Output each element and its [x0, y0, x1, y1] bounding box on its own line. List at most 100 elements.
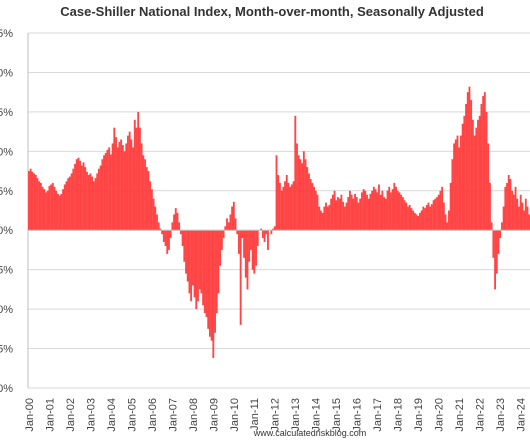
bar: [215, 230, 218, 314]
bar: [454, 139, 457, 231]
bar: [518, 206, 520, 231]
bar: [512, 194, 515, 231]
bar: [369, 193, 372, 231]
bar: [477, 119, 479, 231]
bar: [53, 186, 56, 231]
bar: [342, 201, 345, 231]
bar: [287, 182, 290, 231]
bar: [106, 149, 109, 231]
bar: [197, 230, 199, 302]
bar: [519, 194, 522, 231]
bar: [301, 163, 304, 231]
x-tick-label: Jan-09: [208, 398, 220, 432]
bar: [128, 131, 131, 231]
bar: [466, 92, 469, 231]
bar: [77, 157, 80, 231]
bar: [147, 171, 150, 231]
bar: [311, 182, 314, 231]
bar: [439, 190, 442, 231]
bar: [482, 96, 485, 231]
bar: [383, 197, 386, 231]
bar: [436, 197, 438, 231]
bar: [424, 208, 426, 231]
bar: [487, 143, 490, 231]
x-tick-label: Jan-08: [188, 398, 200, 432]
bar: [275, 155, 278, 231]
bar: [75, 159, 78, 231]
bar: [524, 198, 527, 231]
bar: [60, 193, 63, 231]
bar: [400, 194, 403, 231]
bar: [277, 175, 280, 231]
bar: [123, 151, 126, 231]
bar: [333, 190, 336, 231]
bar: [294, 115, 297, 231]
bar: [492, 230, 495, 258]
bar: [202, 230, 205, 306]
bar: [417, 216, 420, 231]
bar: [183, 230, 186, 262]
bar: [511, 190, 514, 231]
y-tick-label: -2.0%: [0, 383, 13, 395]
bar: [483, 92, 486, 231]
bar: [480, 104, 483, 231]
bar: [473, 135, 476, 231]
bar: [152, 198, 155, 231]
y-tick-label: 2.5%: [0, 28, 13, 40]
bar: [449, 182, 452, 231]
bar: [372, 186, 375, 231]
bar: [313, 186, 316, 231]
bar: [475, 127, 478, 231]
bar: [280, 190, 283, 231]
bar: [309, 178, 312, 231]
x-tick-label: Jan-03: [85, 398, 97, 432]
bar: [490, 222, 493, 231]
bar: [316, 194, 319, 231]
bar: [489, 182, 491, 231]
bar: [521, 202, 524, 231]
bar: [231, 206, 234, 231]
bar: [384, 198, 387, 231]
bar: [337, 197, 339, 231]
bar: [391, 189, 394, 231]
bar: [430, 204, 433, 231]
bar: [415, 214, 418, 231]
bar: [181, 230, 184, 246]
bar: [113, 127, 116, 231]
bar: [103, 155, 105, 231]
bar: [178, 222, 181, 231]
x-tick-label: Jan-22: [475, 398, 487, 432]
bar: [157, 222, 160, 231]
bar: [265, 230, 268, 235]
bar: [396, 190, 399, 231]
bar: [120, 139, 123, 231]
chart-title: Case-Shiller National Index, Month-over-…: [60, 4, 484, 19]
bar: [441, 186, 444, 231]
bar: [226, 218, 228, 231]
bar: [448, 210, 450, 231]
bar: [86, 171, 88, 231]
bar: [297, 155, 300, 231]
x-tick-label: Jan-02: [65, 398, 77, 432]
bar: [249, 230, 252, 250]
bar: [176, 212, 179, 231]
bar: [398, 192, 401, 231]
bar: [465, 104, 467, 231]
bar: [389, 192, 392, 231]
bar: [251, 230, 254, 270]
bar: [360, 192, 363, 231]
bar: [108, 147, 111, 231]
bar: [314, 190, 317, 231]
bar: [410, 208, 413, 231]
bar: [193, 230, 196, 298]
bar: [87, 175, 90, 231]
bar: [219, 230, 222, 266]
bar: [355, 197, 358, 231]
bar: [393, 182, 396, 231]
bar: [150, 189, 153, 231]
bar: [57, 193, 59, 231]
y-tick-label: 0.0%: [0, 225, 13, 237]
bar: [222, 230, 225, 239]
bar: [137, 111, 140, 231]
x-tick-label: Jan-01: [44, 398, 56, 432]
